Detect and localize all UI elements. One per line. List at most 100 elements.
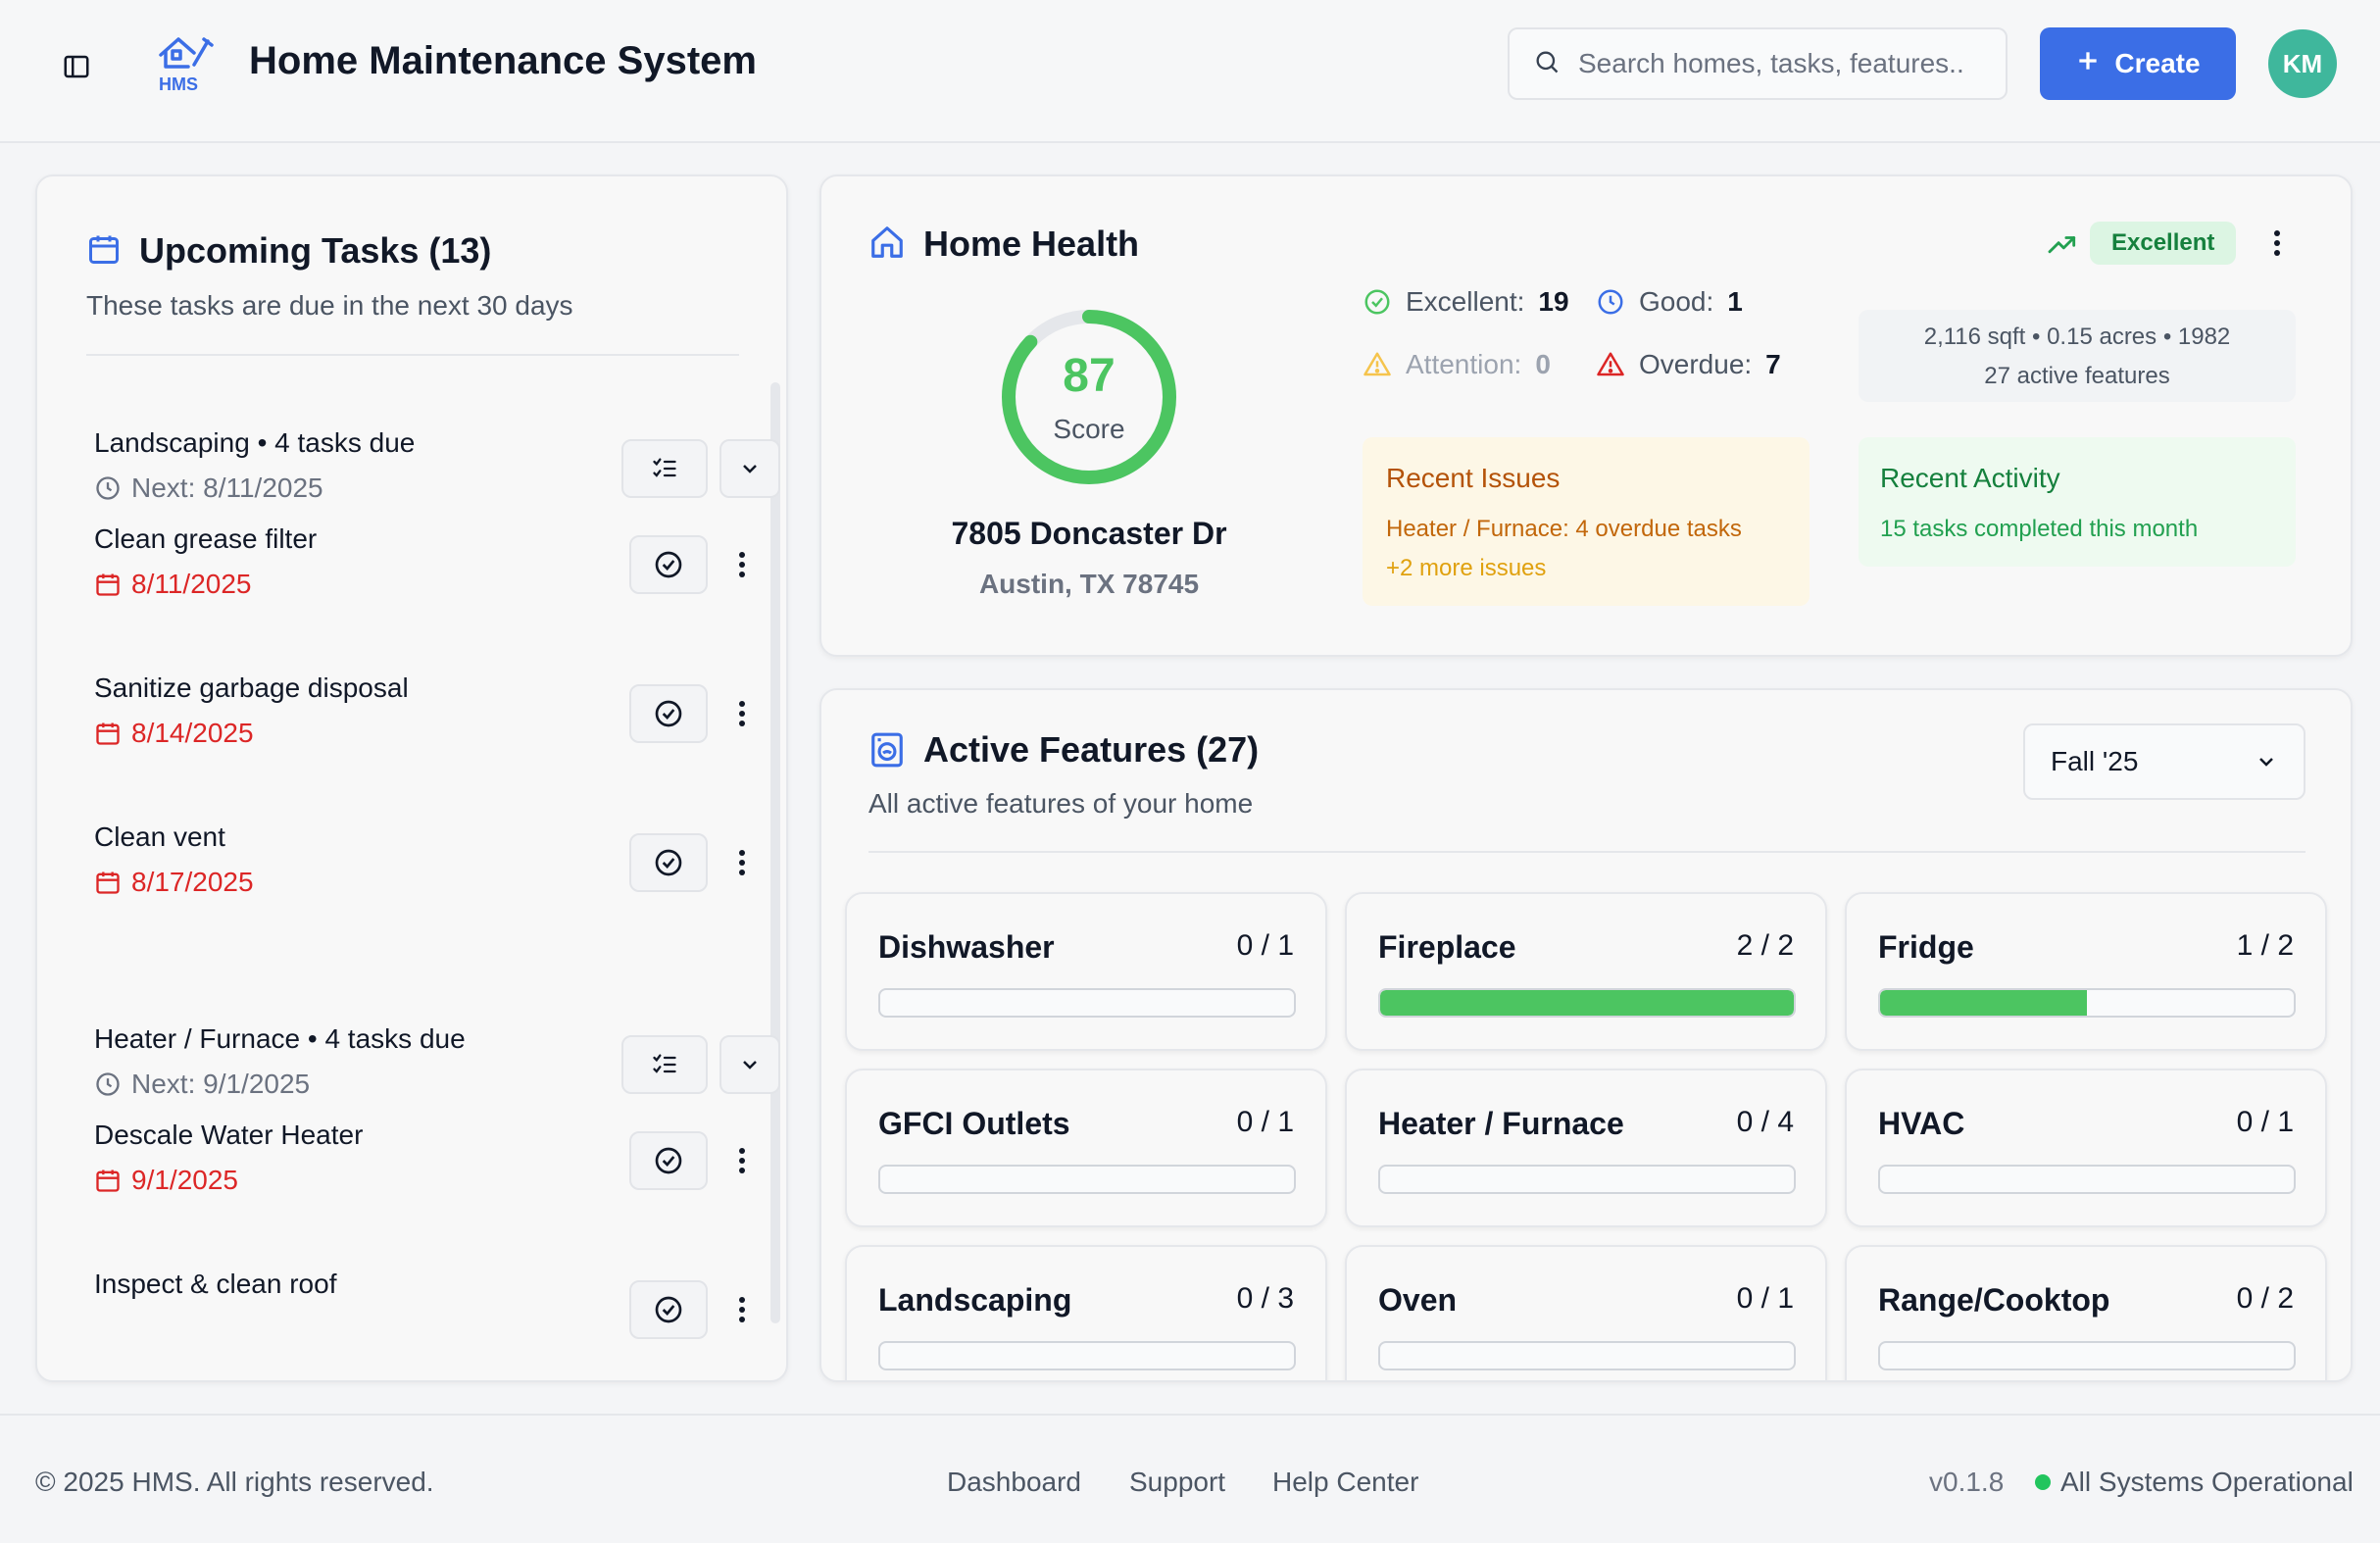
feature-progress-fill	[1880, 990, 2087, 1016]
calendar-icon	[96, 573, 120, 596]
more-vertical-icon[interactable]	[2262, 220, 2292, 267]
feature-count: 0 / 1	[1736, 1282, 1794, 1315]
feature-count: 0 / 1	[2236, 1106, 2294, 1138]
home-health-title: Home Health	[923, 224, 1140, 264]
complete-task-button[interactable]	[629, 1280, 708, 1339]
home-icon	[868, 224, 906, 266]
active-features-subtitle: All active features of your home	[868, 788, 1254, 819]
search-input[interactable]	[1578, 48, 1990, 79]
task-name: Clean grease filter	[94, 523, 318, 554]
divider	[86, 354, 739, 356]
task-group-landscaping: Landscaping • 4 tasks due Next: 8/11/202…	[94, 427, 780, 545]
footer-link-support[interactable]: Support	[1129, 1467, 1226, 1497]
more-vertical-icon[interactable]	[727, 1280, 757, 1339]
check-circle-icon	[655, 1147, 682, 1174]
feature-progress-fill	[1380, 990, 1794, 1016]
feature-card-oven[interactable]: Oven 0 / 1	[1345, 1245, 1827, 1380]
recent-issues-title: Recent Issues	[1386, 463, 1561, 493]
trending-up-icon	[2047, 231, 2078, 262]
task-group-heater-furnace: Heater / Furnace • 4 tasks due Next: 9/1…	[94, 1023, 780, 1141]
stat-value: 0	[1535, 349, 1551, 379]
complete-task-button[interactable]	[629, 1131, 708, 1190]
expand-button[interactable]	[719, 1035, 780, 1094]
create-button-label: Create	[2114, 48, 2201, 78]
app-version: v0.1.8	[1929, 1467, 2005, 1497]
more-vertical-icon[interactable]	[727, 535, 757, 594]
feature-card-fridge[interactable]: Fridge 1 / 2	[1845, 892, 2327, 1051]
active-features-count: 27 active features	[1984, 363, 2170, 389]
check-circle-icon	[1364, 289, 1390, 315]
feature-card-landscaping[interactable]: Landscaping 0 / 3	[845, 1245, 1327, 1380]
feature-progress-bar	[878, 988, 1296, 1018]
complete-task-button[interactable]	[629, 684, 708, 743]
upcoming-tasks-card: Upcoming Tasks (13) These tasks are due …	[35, 174, 788, 1382]
footer-link-dashboard[interactable]: Dashboard	[947, 1467, 1081, 1497]
stat-value: 1	[1727, 286, 1743, 317]
feature-count: 1 / 2	[2236, 929, 2294, 962]
task-name: Heater / Furnace • 4 tasks due	[94, 1023, 466, 1054]
stat-value: 19	[1538, 286, 1569, 317]
feature-card-dishwasher[interactable]: Dishwasher 0 / 1	[845, 892, 1327, 1051]
clock-icon	[96, 1072, 120, 1096]
feature-name: Heater / Furnace	[1378, 1106, 1624, 1141]
feature-name: Oven	[1378, 1282, 1458, 1318]
health-status-badge: Excellent	[2090, 222, 2237, 265]
stat-value: 7	[1765, 349, 1781, 379]
feature-card-gfci-outlets[interactable]: GFCI Outlets 0 / 1	[845, 1069, 1327, 1227]
hms-logo[interactable]: HMS	[155, 31, 218, 94]
list-checks-icon	[653, 1054, 676, 1073]
footer-link-help-center[interactable]: Help Center	[1272, 1467, 1419, 1497]
check-circle-icon	[655, 551, 682, 578]
task-date-text: Next: 9/1/2025	[131, 1069, 311, 1099]
feature-count: 0 / 1	[1236, 929, 1294, 962]
feature-card-fireplace[interactable]: Fireplace 2 / 2	[1345, 892, 1827, 1051]
complete-task-button[interactable]	[629, 535, 708, 594]
calendar-icon	[96, 871, 120, 894]
season-select[interactable]: Fall '25	[2023, 723, 2306, 800]
search-box[interactable]	[1508, 27, 2008, 100]
upcoming-tasks-subtitle: These tasks are due in the next 30 days	[86, 290, 573, 321]
check-circle-icon	[655, 700, 682, 727]
feature-card-hvac[interactable]: HVAC 0 / 1	[1845, 1069, 2327, 1227]
alert-triangle-icon	[1597, 352, 1624, 376]
calendar-icon	[86, 231, 122, 272]
upcoming-tasks-title: Upcoming Tasks (13)	[139, 230, 492, 271]
health-score-label: Score	[1053, 414, 1125, 444]
task-due-date: 9/1/2025	[94, 1165, 238, 1196]
season-select-value: Fall '25	[2051, 746, 2139, 776]
task-date-text: 8/11/2025	[131, 569, 252, 599]
chevron-down-icon	[2259, 758, 2273, 767]
feature-progress-bar	[1878, 1341, 2296, 1370]
feature-name: GFCI Outlets	[878, 1106, 1070, 1141]
home-health-card: Home Health Excellent 87 Score 7805 Donc…	[819, 174, 2353, 657]
clock-icon	[1598, 289, 1623, 315]
scrollbar[interactable]	[770, 382, 780, 1323]
create-button[interactable]: Create	[2040, 27, 2236, 100]
feature-name: HVAC	[1878, 1106, 1965, 1141]
more-vertical-icon[interactable]	[727, 833, 757, 892]
sidebar-toggle-icon[interactable]	[57, 47, 96, 86]
recent-issues-panel: Recent Issues Heater / Furnace: 4 overdu…	[1363, 437, 1810, 606]
list-checks-button[interactable]	[621, 439, 708, 498]
expand-button[interactable]	[719, 439, 780, 498]
more-issues-link[interactable]: +2 more issues	[1386, 555, 1547, 581]
feature-card-heater-furnace[interactable]: Heater / Furnace 0 / 4	[1345, 1069, 1827, 1227]
home-facts: 2,116 sqft • 0.15 acres • 1982 27 active…	[1859, 310, 2296, 402]
task-item: Inspect & clean roof	[94, 1269, 761, 1380]
clock-icon	[96, 476, 120, 500]
active-features-title: Active Features (27)	[923, 729, 1260, 770]
health-score-value: 87	[1063, 350, 1116, 402]
home-city: Austin, TX 78745	[978, 569, 1200, 599]
task-next-date: Next: 9/1/2025	[94, 1069, 310, 1100]
more-vertical-icon[interactable]	[727, 684, 757, 743]
list-checks-button[interactable]	[621, 1035, 708, 1094]
task-next-date: Next: 8/11/2025	[94, 473, 323, 504]
complete-task-button[interactable]	[629, 833, 708, 892]
feature-count: 0 / 3	[1236, 1282, 1294, 1315]
more-vertical-icon[interactable]	[727, 1131, 757, 1190]
app-header: HMS Home Maintenance System Create KM	[0, 0, 2380, 143]
avatar[interactable]: KM	[2268, 29, 2337, 98]
feature-card-range-cooktop[interactable]: Range/Cooktop 0 / 2	[1845, 1245, 2327, 1380]
recent-activity-panel: Recent Activity 15 tasks completed this …	[1859, 437, 2296, 567]
task-item: Sanitize garbage disposal 8/14/2025	[94, 672, 761, 790]
